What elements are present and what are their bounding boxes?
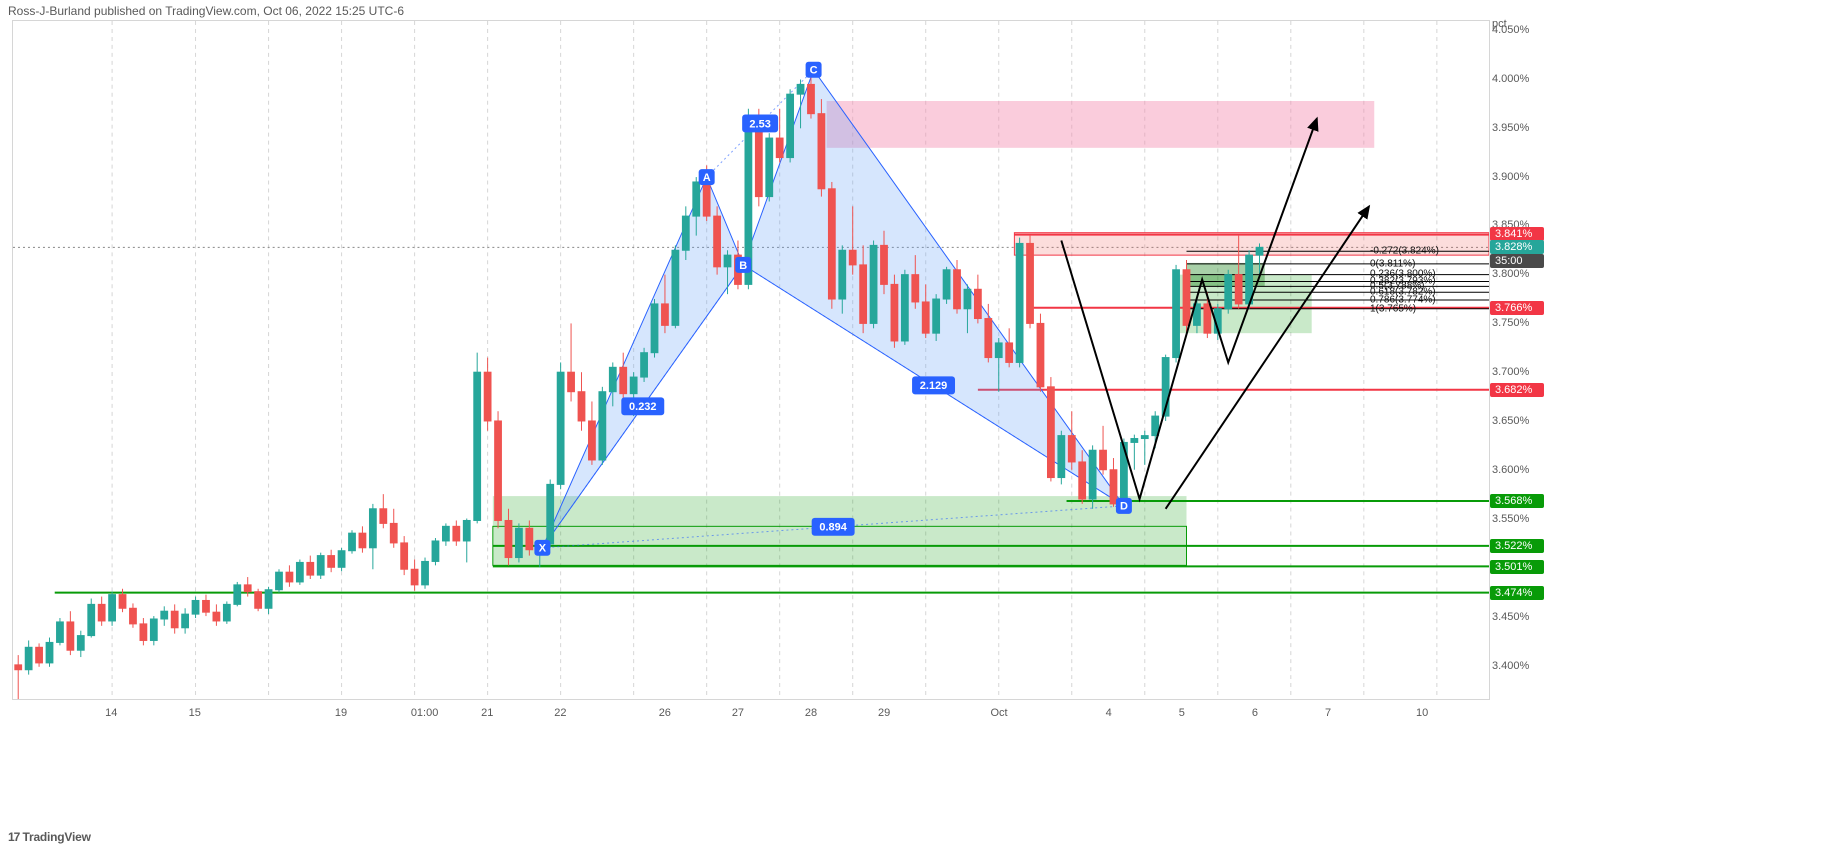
publish-header: Ross-J-Burland published on TradingView.…: [8, 4, 404, 18]
tradingview-logo: 17 TradingView: [8, 830, 91, 844]
price-level-tag: 3.568%: [1490, 494, 1544, 508]
x-tick: 6: [1252, 707, 1258, 719]
svg-text:D: D: [1120, 501, 1128, 513]
x-tick: 01:00: [411, 707, 439, 719]
svg-text:X: X: [539, 543, 547, 555]
x-tick: 10: [1416, 707, 1428, 719]
y-tick: 4.050%: [1492, 24, 1529, 36]
price-level-tag: 3.474%: [1490, 586, 1544, 600]
y-tick: 4.000%: [1492, 73, 1529, 85]
svg-text:0.232: 0.232: [629, 401, 656, 413]
x-tick: 27: [732, 707, 744, 719]
tradingview-chart: Ross-J-Burland published on TradingView.…: [0, 0, 1834, 850]
svg-text:B: B: [739, 260, 747, 272]
y-tick: 3.800%: [1492, 268, 1529, 280]
x-tick: 19: [335, 707, 347, 719]
x-tick: 22: [554, 707, 566, 719]
svg-text:0.894: 0.894: [819, 522, 847, 534]
price-level-tag: 3.501%: [1490, 560, 1544, 574]
svg-text:A: A: [703, 172, 711, 184]
y-tick: 3.450%: [1492, 611, 1529, 623]
price-level-tag: 3.682%: [1490, 383, 1544, 397]
fib-label: 1(3.765%): [1370, 303, 1416, 314]
x-tick: Oct: [991, 707, 1008, 719]
plot-svg: X A B C D 0.232 2.53 2.129 0.894: [13, 21, 1489, 699]
price-level-tag: 3.522%: [1490, 539, 1544, 553]
svg-text:C: C: [810, 65, 818, 77]
y-tick: 3.900%: [1492, 171, 1529, 183]
fib-label: -0.272(3.824%): [1370, 245, 1439, 256]
current-price-tag: 3.828%: [1490, 240, 1544, 254]
x-tick: 28: [805, 707, 817, 719]
y-tick: 3.950%: [1492, 122, 1529, 134]
fib-label: 0(3.811%): [1370, 258, 1415, 269]
x-tick: 29: [878, 707, 890, 719]
x-tick: 7: [1325, 707, 1331, 719]
x-tick: 14: [105, 707, 117, 719]
x-axis: 14 15 19 01:00 21 22 26 27 28 29 Oct 4 5 6 7 10: [12, 703, 1490, 733]
svg-text:2.53: 2.53: [749, 118, 770, 130]
y-tick: 3.750%: [1492, 317, 1529, 329]
y-tick: 3.400%: [1492, 660, 1529, 672]
y-tick: 3.550%: [1492, 513, 1529, 525]
x-tick: 5: [1179, 707, 1185, 719]
x-tick: 4: [1106, 707, 1112, 719]
x-tick: 15: [189, 707, 201, 719]
plot-area[interactable]: X A B C D 0.232 2.53 2.129 0.894: [12, 20, 1490, 700]
price-level-tag: 3.766%: [1490, 301, 1544, 315]
countdown-tag: 35:00: [1490, 254, 1544, 268]
y-tick: 3.600%: [1492, 464, 1529, 476]
x-tick: 26: [659, 707, 671, 719]
y-tick: 3.700%: [1492, 366, 1529, 378]
svg-text:2.129: 2.129: [920, 380, 947, 392]
x-tick: 21: [481, 707, 493, 719]
y-tick: 3.650%: [1492, 415, 1529, 427]
